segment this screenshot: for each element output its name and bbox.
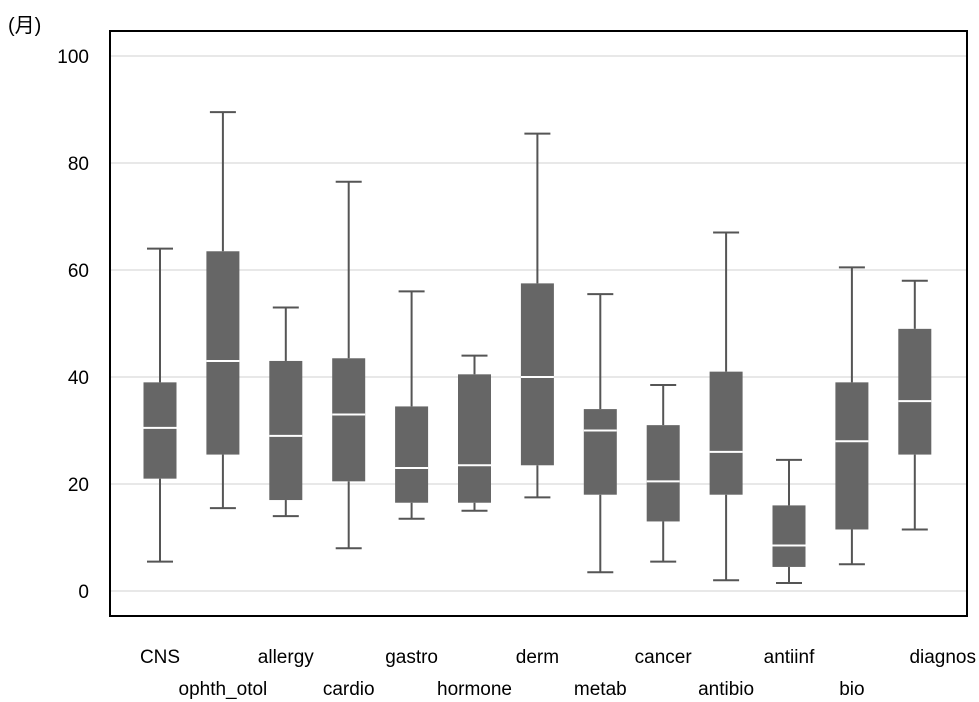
box-iqr bbox=[835, 382, 869, 530]
category-label: cardio bbox=[323, 679, 375, 700]
category-labels: CNSophth_otolallergycardiogastrohormoned… bbox=[140, 647, 976, 700]
y-tick-label: 60 bbox=[68, 261, 89, 282]
category-label: derm bbox=[516, 647, 559, 668]
box-group bbox=[835, 266, 869, 566]
box-iqr bbox=[772, 505, 806, 567]
y-axis-unit-label: (月) bbox=[8, 15, 41, 37]
box-iqr bbox=[520, 283, 554, 466]
box-group bbox=[206, 111, 240, 510]
category-label: allergy bbox=[258, 647, 314, 668]
box-iqr bbox=[269, 360, 303, 501]
category-label: antiinf bbox=[764, 647, 815, 668]
box-group bbox=[395, 290, 429, 520]
box-iqr bbox=[143, 382, 177, 479]
box-group bbox=[458, 354, 491, 512]
y-tick-label: 40 bbox=[68, 368, 89, 389]
y-tick-label: 20 bbox=[68, 475, 89, 496]
box-group bbox=[520, 132, 554, 499]
box-iqr bbox=[458, 374, 491, 503]
category-label: cancer bbox=[635, 647, 693, 668]
category-label: bio bbox=[839, 679, 864, 700]
y-tick-label: 0 bbox=[78, 582, 89, 603]
box-iqr bbox=[709, 371, 743, 495]
category-label: antibio bbox=[698, 679, 754, 700]
box-group bbox=[709, 231, 743, 582]
category-label: diagnos bbox=[909, 647, 976, 668]
box-group bbox=[332, 180, 366, 550]
plot-frame bbox=[109, 30, 968, 617]
category-label: hormone bbox=[437, 679, 512, 700]
category-label: ophth_otol bbox=[179, 679, 268, 700]
box-group bbox=[269, 306, 303, 518]
category-label: gastro bbox=[385, 647, 438, 668]
y-tick-label: 80 bbox=[68, 154, 89, 175]
box-iqr bbox=[395, 406, 429, 503]
category-label: CNS bbox=[140, 647, 180, 668]
category-label: metab bbox=[574, 679, 627, 700]
box-group bbox=[143, 247, 177, 563]
box-series bbox=[143, 111, 932, 584]
box-group bbox=[646, 384, 680, 563]
box-iqr bbox=[583, 409, 617, 495]
box-iqr bbox=[206, 251, 240, 455]
box-group bbox=[772, 458, 806, 584]
box-group bbox=[898, 279, 932, 531]
y-tick-labels: 0 20 40 60 80 100 bbox=[57, 47, 89, 603]
box-iqr bbox=[332, 358, 366, 482]
box-group bbox=[583, 293, 617, 574]
y-tick-label: 100 bbox=[57, 47, 89, 68]
box-iqr bbox=[646, 425, 680, 522]
box-iqr bbox=[898, 328, 932, 455]
